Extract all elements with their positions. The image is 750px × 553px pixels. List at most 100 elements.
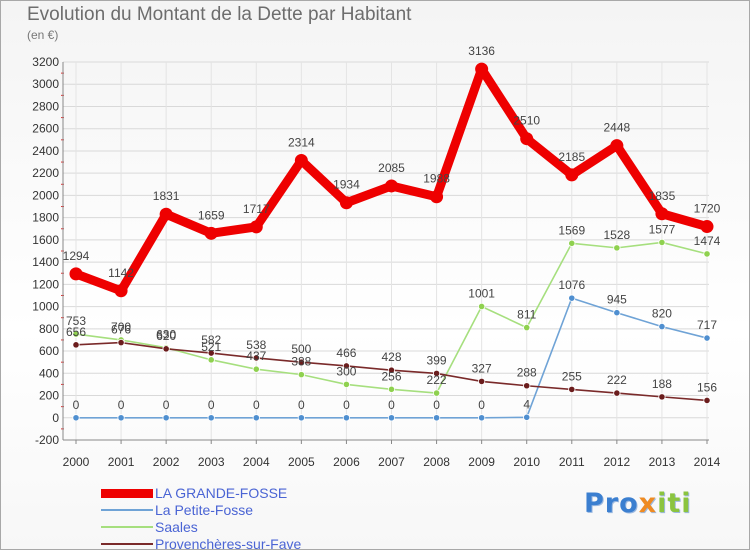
data-label: 1717 bbox=[243, 202, 270, 216]
data-label: 222 bbox=[427, 373, 447, 387]
data-label: 255 bbox=[562, 369, 582, 383]
chart-unit: (en €) bbox=[27, 28, 59, 42]
x-tick-label: 2008 bbox=[423, 455, 450, 469]
x-tick-label: 2012 bbox=[604, 455, 631, 469]
data-point bbox=[387, 385, 396, 393]
data-label: 300 bbox=[336, 364, 356, 378]
data-point bbox=[162, 345, 170, 353]
x-tick-label: 2001 bbox=[108, 455, 135, 469]
y-tick-label: 400 bbox=[39, 366, 59, 380]
data-point bbox=[568, 294, 576, 302]
data-label: 1659 bbox=[198, 208, 225, 222]
data-point bbox=[478, 377, 486, 386]
data-label: 3136 bbox=[468, 44, 495, 58]
data-labels: 0 0 0 0 0 0 0 0 0 0 4 1076 945 820 717 753 700 630 521 437 3… bbox=[63, 44, 721, 412]
series-layer bbox=[69, 62, 714, 422]
data-point bbox=[207, 356, 215, 364]
data-label: 717 bbox=[697, 318, 717, 332]
data-label: 676 bbox=[111, 323, 131, 337]
data-label: 500 bbox=[291, 342, 311, 356]
data-label: 0 bbox=[388, 398, 395, 412]
y-tick-label: 1200 bbox=[32, 277, 59, 291]
data-label: 0 bbox=[433, 398, 440, 412]
data-label: 388 bbox=[291, 355, 311, 369]
x-tick-label: 2011 bbox=[559, 455, 585, 469]
axes: -200020040060080010001200140016001800200… bbox=[32, 55, 720, 469]
data-label: 0 bbox=[118, 398, 125, 412]
data-label: 188 bbox=[652, 377, 672, 391]
data-label: 1835 bbox=[649, 189, 676, 203]
legend-label: LA GRANDE-FOSSE bbox=[155, 485, 288, 501]
y-tick-label: 3200 bbox=[32, 55, 59, 69]
data-label: 1831 bbox=[153, 189, 180, 203]
data-label: 1076 bbox=[558, 278, 585, 292]
data-point bbox=[387, 414, 396, 422]
data-label: 2448 bbox=[604, 121, 631, 135]
x-tick-label: 2003 bbox=[198, 455, 225, 469]
brand-part: iti bbox=[657, 488, 692, 519]
legend-label: Saales bbox=[155, 519, 198, 535]
data-point bbox=[703, 250, 711, 258]
data-label: 2185 bbox=[558, 150, 585, 164]
data-point bbox=[568, 385, 576, 394]
data-label: 1142 bbox=[108, 266, 134, 280]
data-label: 437 bbox=[246, 349, 266, 363]
data-label: 811 bbox=[517, 308, 536, 322]
y-tick-label: 2600 bbox=[32, 122, 59, 136]
data-point bbox=[297, 371, 305, 379]
data-point bbox=[658, 393, 666, 401]
data-label: 1988 bbox=[423, 172, 450, 186]
y-tick-label: -200 bbox=[35, 433, 59, 447]
data-point bbox=[294, 154, 308, 168]
data-label: 222 bbox=[607, 373, 627, 387]
data-label: 156 bbox=[697, 380, 717, 394]
data-label: 256 bbox=[381, 369, 401, 383]
data-point bbox=[658, 238, 666, 247]
data-point bbox=[703, 396, 711, 405]
data-point bbox=[117, 414, 125, 422]
data-label: 0 bbox=[343, 398, 350, 412]
data-point bbox=[478, 302, 486, 311]
series-3 bbox=[72, 339, 711, 405]
data-point bbox=[700, 220, 714, 234]
brand-logo: Proxiti bbox=[584, 488, 692, 519]
data-point bbox=[69, 267, 83, 281]
data-label: 1528 bbox=[604, 228, 631, 242]
data-label: 0 bbox=[478, 398, 485, 412]
y-tick-label: 1400 bbox=[32, 255, 59, 269]
x-tick-label: 2009 bbox=[468, 455, 495, 469]
x-tick-label: 2013 bbox=[649, 455, 676, 469]
data-label: 753 bbox=[66, 314, 86, 328]
y-tick-label: 1800 bbox=[32, 211, 59, 225]
x-tick-label: 2004 bbox=[243, 455, 270, 469]
data-label: 466 bbox=[336, 346, 356, 360]
x-tick-label: 2014 bbox=[694, 455, 721, 469]
data-label: 2085 bbox=[378, 161, 405, 175]
data-point bbox=[523, 324, 531, 332]
data-point bbox=[342, 362, 351, 370]
data-point bbox=[204, 226, 218, 240]
data-label: 0 bbox=[298, 398, 305, 412]
data-point bbox=[72, 330, 80, 338]
data-label: 820 bbox=[652, 307, 672, 321]
data-label: 4 bbox=[523, 397, 530, 411]
data-label: 0 bbox=[73, 398, 80, 412]
legend-swatch bbox=[101, 543, 153, 545]
brand-part: x bbox=[638, 488, 658, 519]
data-point bbox=[252, 365, 260, 373]
data-point bbox=[703, 334, 711, 342]
data-point bbox=[72, 414, 80, 422]
data-point bbox=[207, 414, 215, 422]
y-tick-label: 800 bbox=[39, 322, 59, 336]
x-tick-label: 2002 bbox=[153, 455, 180, 469]
y-tick-label: 600 bbox=[39, 344, 59, 358]
x-tick-label: 2006 bbox=[333, 455, 360, 469]
data-point bbox=[658, 322, 666, 331]
data-label: 700 bbox=[111, 320, 131, 334]
data-label: 288 bbox=[517, 366, 537, 380]
brand-part: Pro bbox=[584, 488, 639, 519]
data-label: 630 bbox=[156, 328, 176, 342]
data-point bbox=[385, 179, 398, 193]
data-point bbox=[117, 339, 125, 347]
